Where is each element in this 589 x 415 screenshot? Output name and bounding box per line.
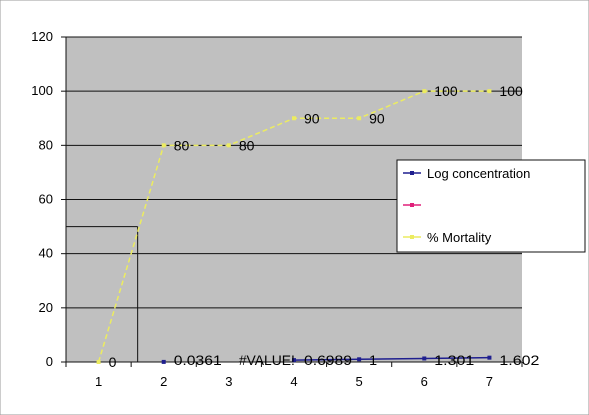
mortality-data-label: 90 (369, 110, 385, 126)
data-labels: 0 80 80 90 90 100 100 0.0361 #VALUE! 0.6989 1 1.301… (109, 83, 540, 370)
mortality-data-label: 80 (174, 137, 190, 153)
log-concentration-data-label: 1.301 (434, 352, 474, 368)
x-tick-label: 3 (225, 374, 232, 389)
series-line-0 (293, 356, 490, 361)
log-concentration-data-label: 0.6989 (304, 352, 352, 368)
x-tick-label: 1 (95, 374, 102, 389)
series-point-2 (292, 116, 296, 121)
log-concentration-data-label: 1 (369, 352, 377, 368)
x-tick-label: 6 (421, 374, 428, 389)
y-tick-label: 120 (31, 29, 53, 44)
series-point-2 (96, 360, 101, 364)
gridlines (61, 36, 523, 367)
x-axis-tick-labels: 1 2 3 4 5 6 7 (95, 374, 493, 389)
series-point-2 (357, 116, 362, 121)
x-tick-label: 7 (486, 374, 493, 389)
log-concentration-data-label: 0.0361 (174, 352, 222, 368)
series-point-2 (226, 143, 231, 148)
y-tick-label: 20 (39, 300, 53, 315)
mortality-data-label: 90 (304, 110, 320, 126)
legend-swatch-marker-1 (410, 203, 414, 207)
mortality-data-label: 80 (239, 137, 255, 153)
lc50-guide-lines (66, 226, 139, 362)
x-tick-label: 5 (356, 374, 363, 389)
series-lines (96, 89, 492, 364)
legend: Log concentration % Mortality (396, 159, 586, 253)
legend-swatch-marker-0 (410, 171, 414, 175)
y-tick-label: 80 (39, 137, 53, 152)
series-point-0 (422, 356, 427, 361)
legend-entry-label: % Mortality (427, 230, 492, 245)
x-tick-label: 4 (290, 374, 297, 389)
y-tick-label: 40 (39, 246, 53, 261)
series-point-0 (487, 355, 492, 360)
mortality-data-label: 100 (434, 83, 458, 99)
series-point-2 (422, 89, 427, 94)
log-concentration-data-label: #VALUE! (239, 352, 295, 368)
series-point-0 (292, 358, 296, 363)
mortality-data-label: 0 (109, 354, 117, 370)
series-point-0 (357, 357, 362, 362)
legend-entry-label: Log concentration (427, 166, 530, 181)
log-concentration-data-label: 1.602 (499, 352, 539, 368)
legend-box (396, 159, 586, 253)
x-tick-label: 2 (160, 374, 167, 389)
legend-swatch-marker-2 (410, 235, 414, 239)
series-point-2 (487, 89, 492, 94)
series-point-2 (161, 143, 166, 148)
y-axis-tick-labels: 0 20 40 60 80 100 120 (31, 29, 53, 369)
mortality-data-label: 100 (499, 83, 523, 99)
y-tick-label: 60 (39, 192, 53, 207)
y-tick-label: 0 (46, 354, 53, 369)
y-tick-label: 100 (31, 83, 53, 98)
series-point-0 (161, 359, 166, 364)
